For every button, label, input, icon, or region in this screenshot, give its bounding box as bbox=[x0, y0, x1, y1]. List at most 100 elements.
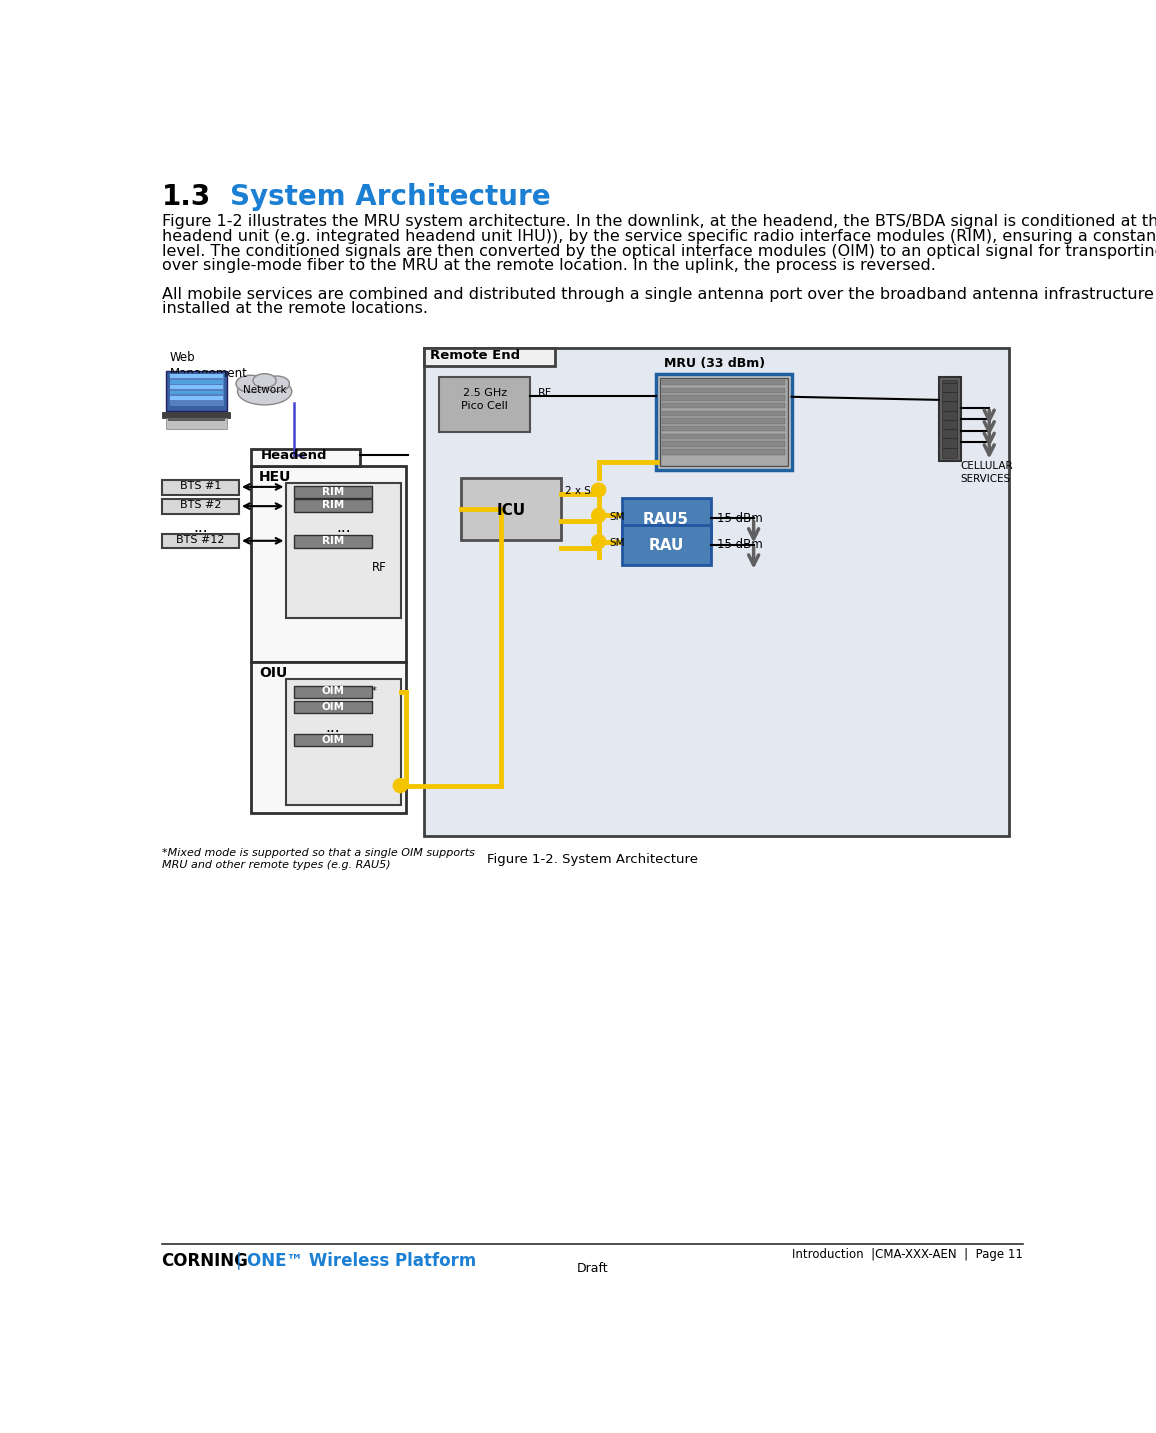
Bar bbox=[662, 403, 785, 408]
Text: HEU: HEU bbox=[259, 470, 291, 484]
Text: ...: ... bbox=[336, 520, 351, 535]
Bar bbox=[294, 536, 371, 547]
Text: MRU (33 dBm): MRU (33 dBm) bbox=[664, 357, 765, 370]
Bar bbox=[166, 371, 227, 411]
Bar bbox=[294, 499, 371, 512]
Text: Web
Management: Web Management bbox=[170, 351, 247, 380]
Text: OIM: OIM bbox=[321, 702, 344, 712]
Bar bbox=[655, 374, 792, 470]
Bar bbox=[287, 483, 401, 618]
Bar bbox=[170, 391, 223, 394]
Text: over single-mode fiber to the MRU at the remote location. In the uplink, the pro: over single-mode fiber to the MRU at the… bbox=[162, 258, 935, 274]
Bar bbox=[662, 426, 785, 431]
Bar bbox=[660, 377, 787, 466]
Text: 2.5 GHz
Pico Cell: 2.5 GHz Pico Cell bbox=[461, 387, 509, 411]
Bar bbox=[162, 480, 239, 494]
Bar bbox=[662, 434, 785, 438]
Bar bbox=[622, 499, 711, 539]
Text: installed at the remote locations.: installed at the remote locations. bbox=[162, 301, 428, 317]
Text: RAU5: RAU5 bbox=[643, 512, 689, 526]
Bar bbox=[662, 387, 785, 393]
Ellipse shape bbox=[253, 374, 276, 387]
Text: level. The conditioned signals are then converted by the optical interface modul: level. The conditioned signals are then … bbox=[162, 244, 1156, 258]
Text: SM: SM bbox=[609, 512, 625, 522]
Text: 15 dBm: 15 dBm bbox=[717, 513, 763, 526]
Bar bbox=[294, 734, 371, 747]
Bar bbox=[168, 417, 223, 420]
Bar bbox=[662, 441, 785, 447]
Text: BTS #2: BTS #2 bbox=[179, 500, 221, 510]
Text: headend unit (e.g. integrated headend unit IHU)), by the service specific radio : headend unit (e.g. integrated headend un… bbox=[162, 229, 1156, 244]
Circle shape bbox=[592, 483, 606, 497]
Text: RIM: RIM bbox=[321, 536, 344, 546]
Bar bbox=[294, 486, 371, 499]
Text: SM: SM bbox=[609, 537, 625, 547]
Ellipse shape bbox=[265, 375, 289, 391]
Bar bbox=[252, 662, 407, 813]
Bar bbox=[294, 685, 371, 698]
Text: Figure 1-2. System Architecture: Figure 1-2. System Architecture bbox=[487, 854, 698, 867]
Bar bbox=[287, 679, 401, 805]
Text: ...: ... bbox=[326, 721, 340, 735]
Text: RAU: RAU bbox=[649, 537, 683, 553]
Bar bbox=[662, 418, 785, 424]
Bar bbox=[170, 380, 223, 384]
Bar bbox=[939, 377, 961, 461]
Ellipse shape bbox=[237, 378, 291, 406]
Bar bbox=[439, 377, 531, 433]
Text: RF: RF bbox=[539, 388, 553, 398]
Bar bbox=[461, 479, 562, 540]
Bar bbox=[662, 411, 785, 416]
Bar bbox=[622, 524, 711, 565]
Text: OIM: OIM bbox=[321, 686, 344, 696]
Bar bbox=[662, 449, 785, 454]
Text: ...: ... bbox=[193, 520, 208, 535]
Text: CORNING: CORNING bbox=[162, 1251, 249, 1270]
Text: RIM: RIM bbox=[321, 487, 344, 497]
Text: ONE™ Wireless Platform: ONE™ Wireless Platform bbox=[246, 1251, 476, 1270]
Bar bbox=[162, 535, 239, 549]
Text: CELLULAR
SERVICES: CELLULAR SERVICES bbox=[961, 461, 1013, 484]
Bar bbox=[294, 701, 371, 714]
Text: *Mixed mode is supported so that a single OIM supports: *Mixed mode is supported so that a singl… bbox=[162, 848, 474, 858]
Bar bbox=[423, 348, 1009, 837]
Text: 15 dBm: 15 dBm bbox=[717, 539, 763, 552]
Text: 1.3: 1.3 bbox=[162, 183, 210, 211]
Text: OIM: OIM bbox=[321, 735, 344, 745]
Circle shape bbox=[592, 509, 606, 522]
Text: System Architecture: System Architecture bbox=[230, 183, 550, 211]
Bar bbox=[942, 380, 957, 459]
Text: All mobile services are combined and distributed through a single antenna port o: All mobile services are combined and dis… bbox=[162, 287, 1154, 302]
Text: MRU and other remote types (e.g. RAU5): MRU and other remote types (e.g. RAU5) bbox=[162, 860, 391, 870]
Bar bbox=[252, 449, 360, 466]
Bar bbox=[170, 385, 223, 390]
Ellipse shape bbox=[236, 375, 266, 393]
Bar bbox=[169, 373, 224, 406]
Text: Figure 1-2 illustrates the MRU system architecture. In the downlink, at the head: Figure 1-2 illustrates the MRU system ar… bbox=[162, 215, 1156, 229]
Text: Introduction  |CMA-XXX-AEN  |  Page 11: Introduction |CMA-XXX-AEN | Page 11 bbox=[793, 1248, 1023, 1261]
Bar bbox=[662, 380, 785, 385]
Bar bbox=[166, 418, 227, 428]
Text: Draft: Draft bbox=[577, 1262, 608, 1275]
Text: OIU: OIU bbox=[259, 666, 288, 681]
Bar bbox=[170, 396, 223, 400]
Text: *: * bbox=[371, 686, 377, 696]
Text: RF: RF bbox=[371, 560, 386, 573]
Bar bbox=[662, 396, 785, 401]
Bar bbox=[170, 374, 223, 378]
Text: 2 x SM: 2 x SM bbox=[565, 486, 600, 496]
Text: RIM: RIM bbox=[321, 500, 344, 510]
Text: ICU: ICU bbox=[497, 503, 526, 519]
Bar bbox=[423, 348, 555, 365]
Text: BTS #12: BTS #12 bbox=[176, 535, 224, 545]
Bar bbox=[162, 499, 239, 514]
Text: |: | bbox=[236, 1251, 242, 1270]
Text: Remote End: Remote End bbox=[430, 350, 520, 363]
Text: Network: Network bbox=[243, 385, 287, 396]
Bar bbox=[162, 413, 230, 418]
Text: BTS #1: BTS #1 bbox=[179, 480, 221, 490]
Circle shape bbox=[592, 535, 606, 549]
Text: Headend: Headend bbox=[261, 449, 327, 463]
Bar bbox=[252, 466, 407, 662]
Circle shape bbox=[393, 778, 407, 792]
